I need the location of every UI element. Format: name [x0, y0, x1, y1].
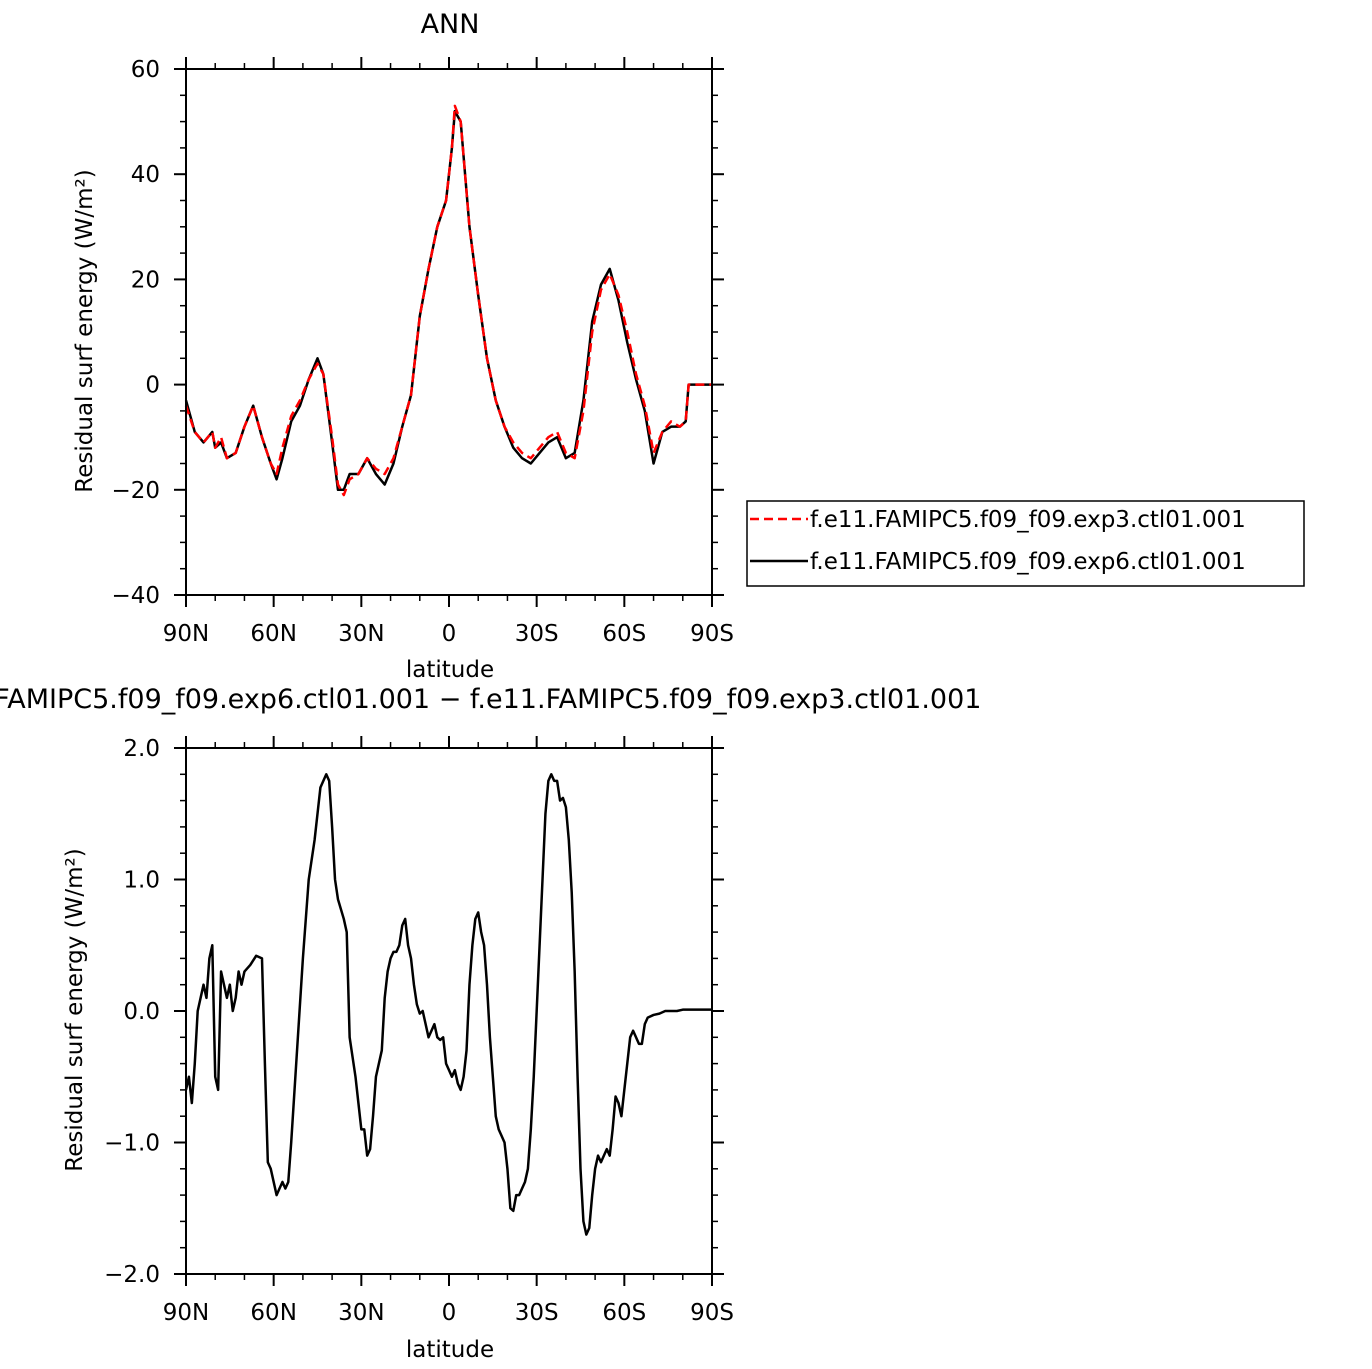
- y-tick-label: −1.0: [104, 1131, 160, 1157]
- x-tick-label: 60S: [602, 1300, 646, 1326]
- y-tick-label: 2.0: [123, 736, 160, 762]
- x-tick-label: 90S: [690, 621, 734, 647]
- x-tick-label: 90N: [163, 621, 209, 647]
- x-tick-label: 0: [442, 1300, 457, 1326]
- y-tick-label: −20: [111, 478, 160, 504]
- x-tick-label: 30S: [515, 1300, 559, 1326]
- y-tick-label: 0.0: [123, 999, 160, 1025]
- chart-title: ANN: [421, 9, 480, 40]
- x-axis-title: latitude: [406, 1337, 494, 1363]
- plot-frame: [185, 68, 713, 596]
- y-tick-label: −40: [111, 583, 160, 609]
- y-tick-label: 0: [145, 373, 160, 399]
- axis-ticks: 90N 60N 30N 0 30S 60S 90S −40 −20 0 20 40 60: [111, 57, 734, 647]
- difference-chart-title: f.e11.FAMIPC5.f09_f09.exp6.ctl01.001 − f…: [0, 684, 981, 715]
- axis-ticks: 90N 60N 30N 0 30S 60S 90S −2.0 −1.0 0.0 1.0 2.0: [104, 736, 734, 1326]
- mean-chart-panel: ANN Residual surf energy (W/m²) latitude…: [72, 9, 734, 683]
- x-tick-label: 60N: [250, 1300, 296, 1326]
- series-line: [184, 773, 712, 1236]
- x-tick-label: 0: [442, 621, 457, 647]
- x-tick-label: 30S: [515, 621, 559, 647]
- y-tick-label: 60: [131, 57, 160, 83]
- x-tick-label: 30N: [338, 621, 384, 647]
- series-line: [184, 104, 712, 497]
- y-tick-label: 20: [131, 267, 160, 293]
- difference-chart-panel: f.e11.FAMIPC5.f09_f09.exp6.ctl01.001 − f…: [0, 684, 981, 1363]
- legend-label-exp6: f.e11.FAMIPC5.f09_f09.exp6.ctl01.001: [810, 549, 1246, 575]
- y-tick-label: −2.0: [104, 1262, 160, 1288]
- x-tick-label: 60N: [250, 621, 296, 647]
- series-layer: [184, 773, 712, 1236]
- y-tick-label: 1.0: [123, 868, 160, 894]
- x-tick-label: 90S: [690, 1300, 734, 1326]
- legend: f.e11.FAMIPC5.f09_f09.exp3.ctl01.001 f.e…: [746, 500, 1305, 587]
- plot-frame: [185, 747, 713, 1275]
- x-tick-label: 90N: [163, 1300, 209, 1326]
- x-tick-label: 60S: [602, 621, 646, 647]
- legend-label-exp3: f.e11.FAMIPC5.f09_f09.exp3.ctl01.001: [810, 507, 1246, 533]
- x-tick-label: 30N: [338, 1300, 384, 1326]
- series-layer: [184, 104, 712, 497]
- y-axis-title: Residual surf energy (W/m²): [72, 169, 98, 492]
- x-axis-title: latitude: [406, 657, 494, 683]
- y-axis-title: Residual surf energy (W/m²): [62, 848, 88, 1171]
- y-tick-label: 40: [131, 162, 160, 188]
- legend-box: [746, 500, 1305, 587]
